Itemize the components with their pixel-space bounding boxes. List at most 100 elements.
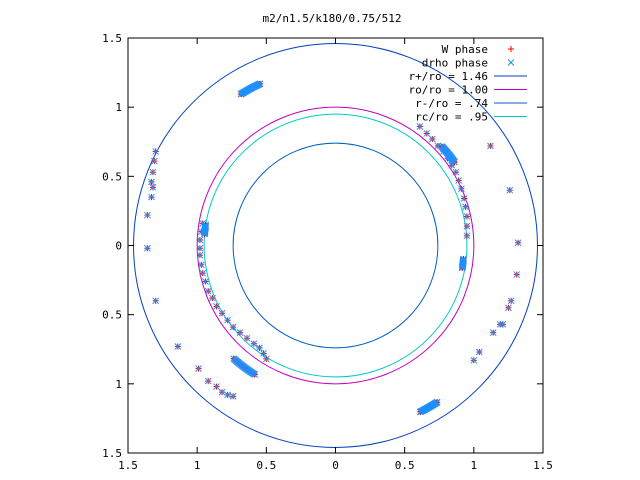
series-1-point-16-d2	[199, 220, 207, 227]
series-1-point-22-d2	[199, 269, 207, 277]
series-1-point-48-d2	[463, 213, 471, 220]
series-1-point-8	[152, 297, 160, 305]
series-1-point-0	[152, 148, 160, 155]
circle-3	[203, 113, 468, 378]
series-1-point-4-d2	[149, 184, 157, 191]
series-1-point-60	[470, 356, 478, 364]
series-1-point-50-d2	[463, 232, 471, 240]
series-1-point-44	[455, 177, 462, 184]
legend-circle-0-label: r+/ro = 1.46	[409, 70, 488, 83]
series-1-point-34	[260, 350, 267, 357]
series-1-point-21-d2	[197, 261, 205, 269]
legend-series-1-swatch	[507, 59, 515, 66]
x-tick-label-6: 1.5	[533, 459, 553, 472]
series-1-point-36	[416, 123, 424, 130]
series-1-point-26	[213, 303, 220, 310]
series-1-point-52	[506, 186, 514, 194]
series-1-point-20-d2	[196, 251, 204, 259]
series-1-point-16	[199, 220, 207, 227]
x-tick-label-1: 1	[194, 459, 201, 472]
series-1-point-31	[243, 334, 251, 342]
series-1-point-18	[196, 236, 204, 244]
series-1-point-35-d2	[262, 355, 270, 363]
series-1-point-45-d2	[458, 185, 465, 193]
series-1-point-33	[256, 344, 263, 352]
series-1-point-24-d2	[204, 287, 212, 295]
series-1-point-51	[487, 142, 494, 150]
legend-series-1-swatch-d2	[507, 59, 515, 66]
series-1-point-46	[460, 195, 468, 202]
series-1-point-26-d2	[213, 303, 220, 310]
series-1-point-0-d2	[152, 148, 160, 155]
series-1-point-13-d2	[218, 388, 226, 396]
series-1-point-5-d2	[148, 193, 155, 201]
series-1-point-41-d2	[444, 154, 451, 162]
series-1-point-9	[174, 343, 182, 350]
series-1-point-38	[428, 135, 436, 143]
series-1-point-34-d2	[260, 350, 267, 357]
series-1-point-57	[496, 320, 504, 328]
series-1-point-5	[148, 193, 155, 201]
y-tick-label-1: 1	[115, 101, 122, 114]
series-1-point-29-d2	[229, 323, 237, 331]
series-1-point-50	[463, 232, 471, 240]
series-1-point-37	[423, 130, 431, 137]
series-1-point-10-d2	[195, 365, 202, 372]
data-points	[144, 80, 522, 416]
legend-series-0-label: W phase	[442, 43, 488, 56]
series-1-point-44-d2	[455, 177, 462, 184]
series-1-point-15	[229, 392, 237, 400]
y-tick-label-3: 0	[115, 240, 122, 253]
series-1-point-51-d2	[487, 142, 494, 150]
series-1-point-48	[463, 213, 471, 220]
series-1-arc-3-marker-24-d2	[458, 264, 466, 272]
series-1-point-57-d2	[496, 320, 504, 328]
series-1-point-61	[499, 320, 507, 328]
series-1-point-25	[209, 294, 216, 302]
x-tick-label-3: 0	[332, 459, 339, 472]
series-1-point-45	[458, 185, 465, 193]
series-1-point-27	[218, 309, 226, 317]
series-1-arc-5-marker-24	[230, 355, 238, 362]
series-1-point-24	[204, 287, 212, 295]
series-1-point-21	[197, 261, 205, 269]
legend-series-1-label: drho phase	[422, 57, 488, 70]
series-1-point-27-d2	[218, 309, 226, 317]
x-tick-label-0: 1.5	[118, 459, 138, 472]
series-1-point-30-d2	[236, 329, 244, 337]
series-1-point-6	[144, 211, 151, 219]
series-1-point-1	[150, 157, 158, 165]
series-1-point-18-d2	[196, 236, 204, 244]
series-1-point-9-d2	[174, 343, 182, 350]
series-1-point-11	[204, 377, 212, 385]
series-1-point-42-d2	[448, 161, 456, 169]
series-1-point-28-d2	[224, 316, 231, 324]
series-1-point-4	[149, 184, 157, 191]
circle-2	[232, 142, 439, 349]
y-tick-label-0: 1.5	[102, 32, 122, 45]
series-1-point-36-d2	[416, 123, 424, 130]
series-1-point-43-d2	[452, 168, 460, 176]
series-1-point-2	[149, 168, 157, 176]
series-1-point-33-d2	[256, 344, 263, 352]
series-1-point-47	[462, 203, 469, 211]
series-1-point-14	[224, 391, 231, 399]
series-1-point-22	[199, 269, 207, 277]
series-1-point-46-d2	[460, 195, 468, 202]
series-1-point-15-d2	[229, 392, 237, 400]
series-1-point-31-d2	[243, 334, 251, 342]
series-1-point-56	[505, 304, 512, 312]
series-1-point-56-d2	[505, 304, 512, 312]
series-1-point-59-d2	[476, 348, 483, 356]
series-1-point-59	[476, 348, 483, 356]
series-1-point-17-d2	[197, 228, 205, 236]
series-1-point-32-d2	[250, 340, 258, 348]
x-tick-label-5: 1	[471, 459, 478, 472]
series-1-point-32	[250, 340, 258, 348]
series-1-point-17	[197, 228, 205, 236]
series-1-point-14-d2	[224, 391, 231, 399]
legend-circle-2-label: r-/ro = .74	[415, 97, 488, 110]
series-1-point-7-d2	[144, 244, 151, 252]
series-1-point-12	[213, 383, 220, 390]
